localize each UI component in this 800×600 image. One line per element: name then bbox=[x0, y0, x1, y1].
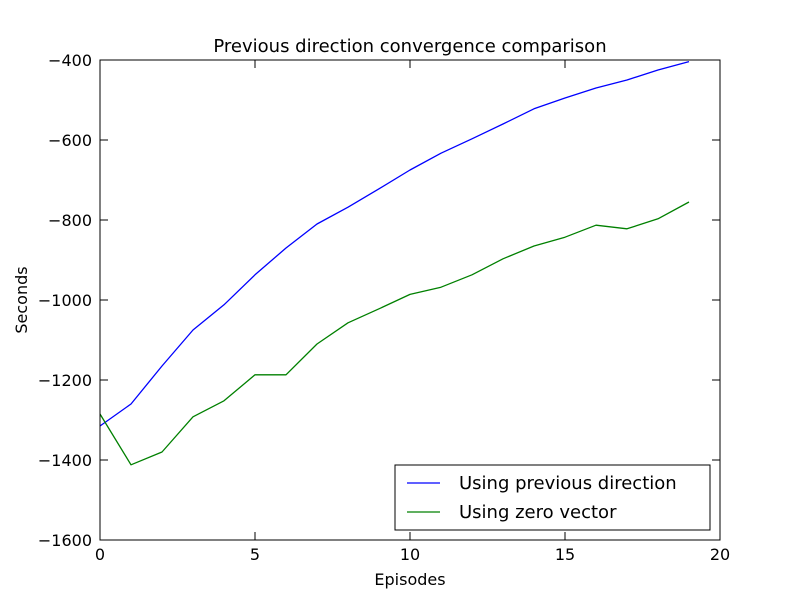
legend-label-2: Using zero vector bbox=[459, 502, 617, 523]
y-tick-label: −600 bbox=[48, 131, 92, 150]
y-tick-label: −400 bbox=[48, 51, 92, 70]
y-tick-label: −1200 bbox=[38, 371, 92, 390]
y-tick-label: −1400 bbox=[38, 451, 92, 470]
x-tick-label: 0 bbox=[95, 545, 105, 564]
x-tick-label: 5 bbox=[250, 545, 260, 564]
series-line-1 bbox=[99, 60, 690, 427]
series-line-2 bbox=[99, 201, 690, 466]
y-tick-label: −1600 bbox=[38, 531, 92, 550]
x-tick-label: 10 bbox=[400, 545, 420, 564]
legend-label-1: Using previous direction bbox=[459, 473, 677, 494]
plot-area: 0 5 10 15 20 −1600 −1400 −1200 −1000 −800 −600 −400 bbox=[38, 51, 730, 564]
legend: Using previous direction Using zero vecto… bbox=[394, 464, 711, 531]
x-tick-label: 20 bbox=[710, 545, 730, 564]
y-tick-label: −800 bbox=[48, 211, 92, 230]
x-axis-label: Episodes bbox=[374, 570, 445, 589]
chart-title: Previous direction convergence compariso… bbox=[213, 36, 606, 57]
y-tick-label: −1000 bbox=[38, 291, 92, 310]
legend-box bbox=[394, 464, 711, 531]
x-tick-label: 15 bbox=[555, 545, 575, 564]
y-axis-label: Seconds bbox=[12, 266, 31, 333]
